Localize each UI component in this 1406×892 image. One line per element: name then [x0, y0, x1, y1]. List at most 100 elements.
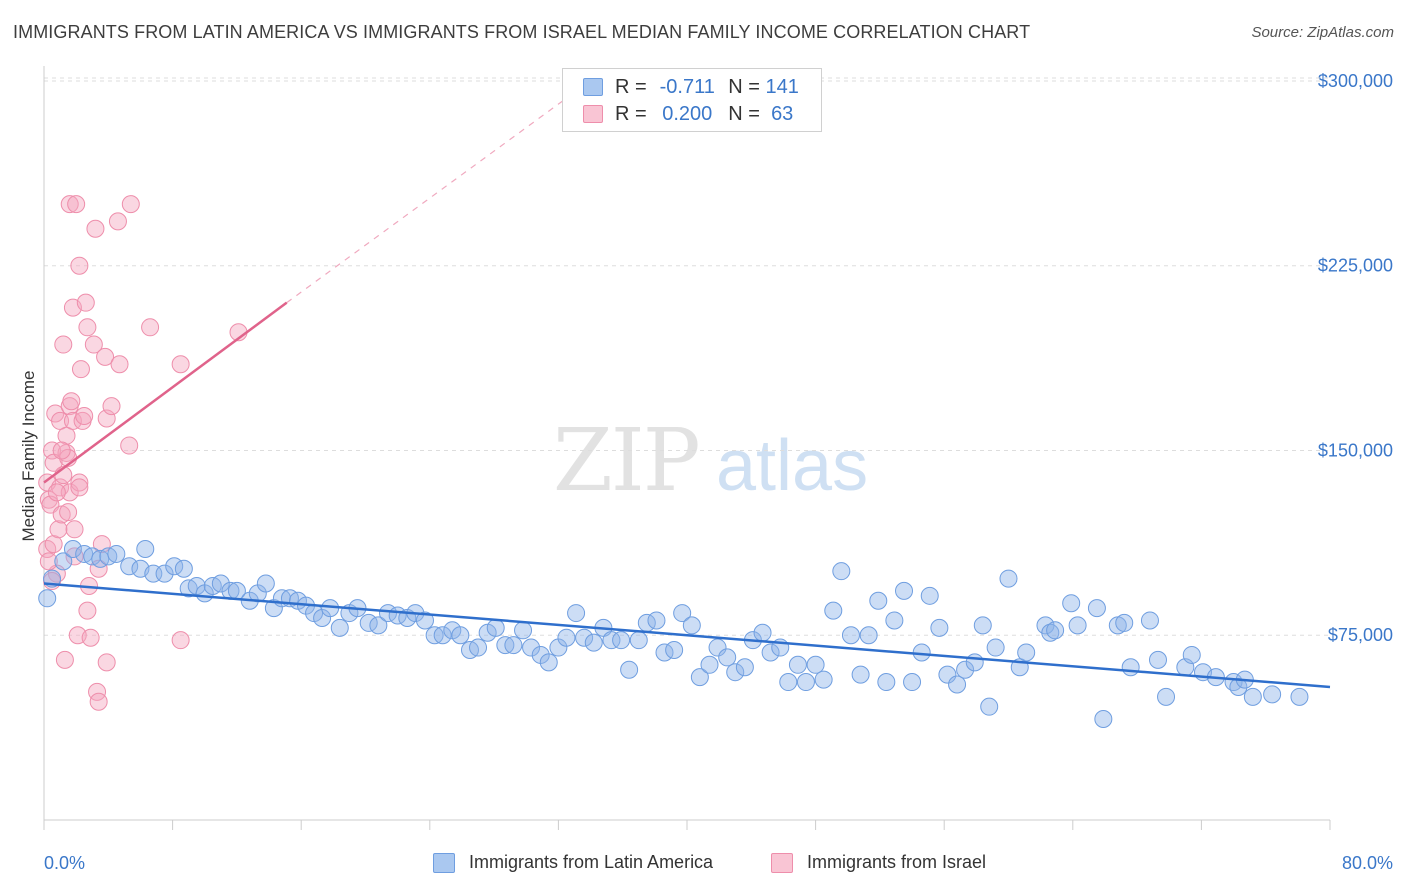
point-israel — [65, 520, 84, 539]
point-israel — [102, 397, 121, 416]
point-latin-america — [1290, 687, 1309, 706]
point-israel — [76, 293, 95, 312]
legend-r-value: -0.711 — [659, 75, 715, 98]
bottom-legend-israel: Immigrants from Israel — [771, 852, 986, 873]
legend-r-value: 0.200 — [662, 102, 713, 125]
point-latin-america — [986, 638, 1005, 657]
legend-swatch-israel — [583, 105, 603, 123]
point-latin-america — [522, 638, 541, 657]
legend-row-latin-america: R = -0.711 N = 141 — [583, 75, 799, 99]
point-israel — [108, 212, 127, 231]
point-latin-america — [557, 628, 576, 647]
chart-title: IMMIGRANTS FROM LATIN AMERICA VS IMMIGRA… — [13, 22, 1031, 42]
point-israel — [59, 503, 78, 522]
legend-r-label: R = — [615, 102, 647, 125]
point-latin-america — [433, 626, 452, 645]
point-latin-america — [415, 611, 434, 630]
point-latin-america — [1263, 685, 1282, 704]
point-latin-america — [956, 660, 975, 679]
point-latin-america — [1121, 658, 1140, 677]
point-latin-america — [602, 631, 621, 650]
point-latin-america — [903, 673, 922, 692]
point-israel — [75, 406, 94, 425]
point-latin-america — [539, 653, 558, 672]
point-latin-america — [948, 675, 967, 694]
point-latin-america — [647, 611, 666, 630]
point-latin-america — [1115, 613, 1134, 632]
legend-swatch-latin-america — [583, 78, 603, 96]
point-latin-america — [1041, 623, 1060, 642]
bottom-legend-label: Immigrants from Latin America — [469, 852, 714, 872]
bottom-legend-swatch-israel — [771, 852, 793, 873]
point-latin-america — [735, 658, 754, 677]
source-label: Source: ZipAtlas.com — [1251, 24, 1394, 41]
point-latin-america — [753, 623, 772, 642]
point-israel — [81, 628, 100, 647]
point-israel — [141, 318, 160, 337]
point-latin-america — [211, 574, 230, 593]
point-latin-america — [451, 626, 470, 645]
point-latin-america — [54, 552, 73, 571]
trendline-israel-extension — [286, 97, 567, 304]
legend-row-israel: R = 0.200 N = 63 — [583, 102, 793, 126]
watermark-atlas: atlas — [716, 426, 868, 506]
point-latin-america — [895, 581, 914, 600]
point-israel — [62, 392, 81, 411]
point-latin-america — [1062, 594, 1081, 613]
point-latin-america — [1094, 709, 1113, 728]
point-latin-america — [514, 621, 533, 640]
point-israel — [121, 195, 140, 214]
point-latin-america — [708, 638, 727, 657]
point-latin-america — [761, 643, 780, 662]
point-latin-america — [859, 626, 878, 645]
point-latin-america — [174, 559, 193, 578]
watermark-zip: ZIP — [553, 411, 699, 511]
point-latin-america — [726, 663, 745, 682]
point-latin-america — [788, 655, 807, 674]
point-israel — [52, 441, 71, 460]
point-latin-america — [869, 591, 888, 610]
point-latin-america — [700, 655, 719, 674]
point-latin-america — [690, 668, 709, 687]
point-latin-america — [620, 660, 639, 679]
point-latin-america — [965, 653, 984, 672]
y-tick-label: $225,000 — [1318, 256, 1393, 276]
point-latin-america — [504, 636, 523, 655]
point-israel — [120, 436, 139, 455]
point-latin-america — [1243, 687, 1262, 706]
legend-n-label: N = — [728, 102, 760, 125]
point-israel — [71, 360, 90, 379]
point-israel — [60, 483, 79, 502]
point-latin-america — [885, 611, 904, 630]
point-latin-america — [930, 618, 949, 637]
y-tick-label: $300,000 — [1318, 71, 1393, 91]
point-israel — [55, 650, 74, 669]
point-israel — [49, 520, 68, 539]
point-latin-america — [824, 601, 843, 620]
y-tick-label: $150,000 — [1318, 440, 1393, 460]
point-latin-america — [107, 544, 126, 563]
point-israel — [171, 631, 190, 650]
trendline-latin-america — [43, 582, 1331, 689]
point-latin-america — [1017, 643, 1036, 662]
point-israel — [78, 318, 97, 337]
point-israel — [70, 473, 89, 492]
point-latin-america — [136, 540, 155, 559]
point-israel — [70, 256, 89, 275]
point-latin-america — [38, 589, 57, 608]
point-israel — [96, 347, 115, 366]
point-latin-america — [469, 638, 488, 657]
point-latin-america — [718, 648, 737, 667]
point-israel — [89, 692, 108, 711]
point-latin-america — [980, 697, 999, 716]
x-tick-label-max: 80.0% — [1342, 853, 1393, 873]
point-latin-america — [877, 673, 896, 692]
point-latin-america — [841, 626, 860, 645]
point-latin-america — [330, 618, 349, 637]
point-latin-america — [814, 670, 833, 689]
point-latin-america — [832, 562, 851, 581]
point-latin-america — [584, 633, 603, 652]
point-latin-america — [486, 618, 505, 637]
point-latin-america — [1068, 616, 1087, 635]
legend-n-label: N = — [728, 75, 760, 98]
